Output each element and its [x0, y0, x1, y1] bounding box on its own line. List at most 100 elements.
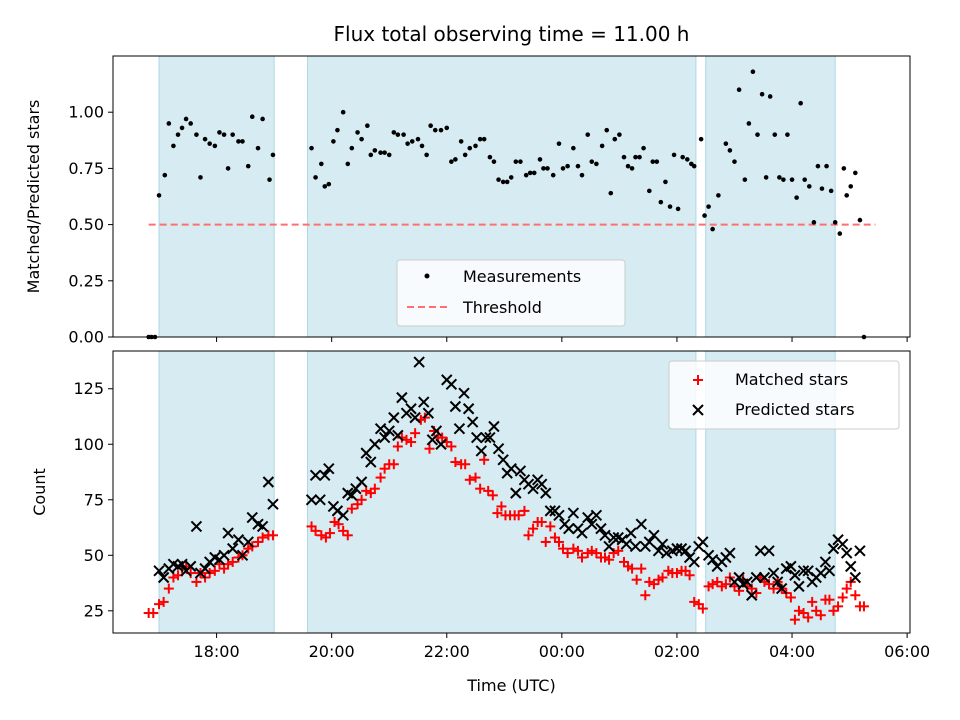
- matched-star-point: [253, 536, 264, 547]
- matched-star-point: [375, 472, 386, 483]
- predicted-star-point: [775, 582, 788, 595]
- cross-b: [767, 567, 780, 579]
- cross-b: [492, 442, 505, 455]
- x-tick-label: 22:00: [424, 642, 470, 661]
- x-tick-label: 06:00: [884, 642, 930, 661]
- matched-star-point: [168, 572, 179, 583]
- measurement-point: [179, 125, 185, 131]
- predicted-star-point: [741, 576, 753, 588]
- cross-b: [724, 547, 736, 559]
- matched-star-point: [568, 543, 579, 554]
- measurement-point: [230, 132, 235, 137]
- measurement-point: [837, 231, 843, 236]
- measurement-point: [841, 166, 847, 171]
- measurement-point: [500, 179, 506, 185]
- measurement-point: [335, 127, 340, 133]
- measurement-point: [732, 159, 737, 164]
- measurement-point: [571, 145, 576, 151]
- measurement-point: [599, 143, 605, 149]
- predicted-star-point: [793, 580, 805, 593]
- measurement-point: [355, 130, 360, 135]
- y-tick-label: 0.75: [68, 159, 104, 178]
- matched-star-point: [163, 583, 174, 594]
- predicted-star-point: [629, 540, 642, 553]
- cross-b: [656, 538, 669, 550]
- matched-star-point: [528, 523, 539, 534]
- predicted-star-point: [599, 529, 611, 542]
- predicted-star-point: [497, 454, 509, 466]
- matched-star-point: [712, 576, 723, 587]
- measurement-point: [550, 172, 556, 178]
- measurement-point: [221, 132, 227, 137]
- matched-star-point: [793, 605, 804, 616]
- x-tick-label: 18:00: [194, 642, 240, 661]
- matched-star-point: [631, 574, 642, 585]
- measurement-point: [857, 217, 863, 223]
- top-x-ticks: [216, 337, 908, 342]
- top-panel: 0.00 0.25 0.50 0.75 1.00 Flux total observin…: [24, 22, 911, 347]
- matched-star-point: [697, 603, 708, 614]
- cross-b: [789, 569, 801, 581]
- cross-b: [435, 438, 447, 450]
- measurement-point: [386, 152, 392, 158]
- predicted-star-point: [157, 571, 170, 584]
- predicted-star-point: [590, 509, 603, 522]
- measurement-point: [198, 175, 203, 180]
- chart-title: Flux total observing time = 11.00 h: [334, 22, 690, 46]
- predicted-star-point: [475, 445, 487, 457]
- measurement-point: [207, 141, 212, 146]
- matched-star-point: [720, 579, 731, 590]
- matched-star-point: [807, 596, 818, 607]
- measurement-point: [194, 132, 199, 137]
- predicted-star-point: [785, 560, 797, 573]
- cross-b: [470, 431, 483, 444]
- matched-star-point: [536, 516, 547, 527]
- cross-b: [242, 536, 254, 548]
- bottom-panel: 25 50 75 100 125 18:00 20:00 22:00 00:00 02:00 04…: [30, 350, 930, 695]
- measurement-point: [633, 154, 638, 160]
- cross-b: [488, 420, 500, 433]
- measurement-point: [589, 159, 595, 164]
- cross-b: [190, 520, 203, 533]
- cross-b: [426, 434, 439, 446]
- measurement-point: [313, 175, 318, 180]
- legend-label-predicted: Predicted stars: [735, 400, 855, 419]
- predicted-star-point: [540, 487, 552, 499]
- cross-b: [563, 522, 575, 535]
- measurement-point: [225, 166, 231, 171]
- cross-b: [823, 565, 836, 577]
- measurement-point: [491, 159, 497, 164]
- y-tick-label: 50: [84, 546, 104, 565]
- cross-b: [553, 509, 565, 522]
- predicted-star-point: [697, 536, 709, 548]
- cross-b: [383, 425, 395, 437]
- cross-b: [319, 469, 331, 482]
- measurement-point: [467, 145, 473, 151]
- cross-b: [854, 545, 866, 557]
- bottom-legend-box: [668, 360, 900, 430]
- predicted-star-point: [319, 469, 331, 482]
- matched-star-point: [540, 536, 551, 547]
- matched-star-point: [479, 454, 490, 465]
- predicted-star-point: [426, 434, 439, 446]
- predicted-star-point: [388, 411, 400, 424]
- predicted-star-point: [226, 542, 239, 555]
- matched-star-point: [644, 576, 655, 587]
- cross-b: [758, 571, 771, 584]
- matched-star-point: [191, 576, 202, 587]
- cross-b: [625, 527, 637, 539]
- matched-star-point: [553, 536, 564, 547]
- cross-b: [365, 456, 377, 468]
- measurement-point: [481, 136, 487, 142]
- matched-star-point: [789, 614, 800, 625]
- cross-b: [337, 509, 349, 522]
- predicted-star-point: [582, 511, 594, 524]
- top-y-axis-label: Matched/Predicted stars: [24, 100, 43, 294]
- matched-star-point: [640, 590, 651, 601]
- cross-b: [484, 431, 496, 444]
- cross-b: [775, 582, 788, 595]
- predicted-star-point: [314, 494, 326, 506]
- cross-b: [346, 489, 358, 502]
- predicted-star-point: [527, 482, 539, 495]
- y-tick-label: 1.00: [68, 103, 104, 122]
